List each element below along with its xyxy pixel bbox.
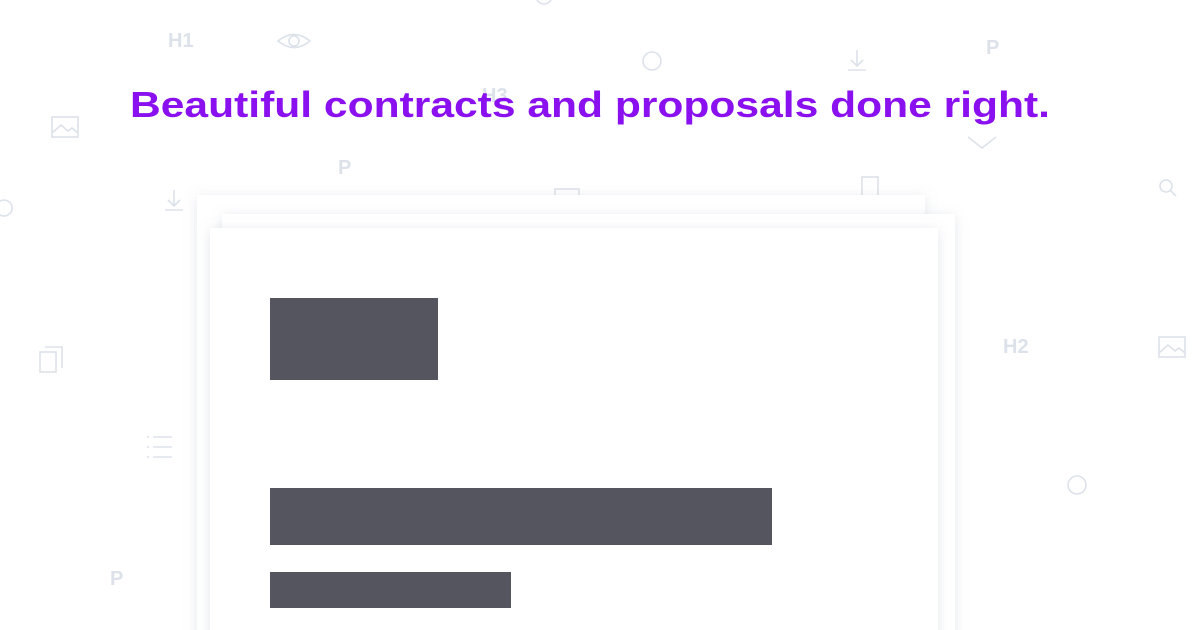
- placeholder-block: [270, 488, 772, 545]
- document-sheet: [210, 228, 938, 630]
- bg-label: P: [110, 568, 123, 590]
- bg-label: H3: [482, 85, 508, 107]
- placeholder-block: [270, 298, 438, 380]
- bg-label: H1: [168, 30, 194, 52]
- placeholder-block: [270, 572, 511, 608]
- bg-label: H2: [1003, 336, 1029, 358]
- headline: Beautiful contracts and proposals done r…: [130, 84, 1050, 125]
- bg-label: P: [338, 157, 351, 179]
- bg-label: P: [986, 37, 999, 59]
